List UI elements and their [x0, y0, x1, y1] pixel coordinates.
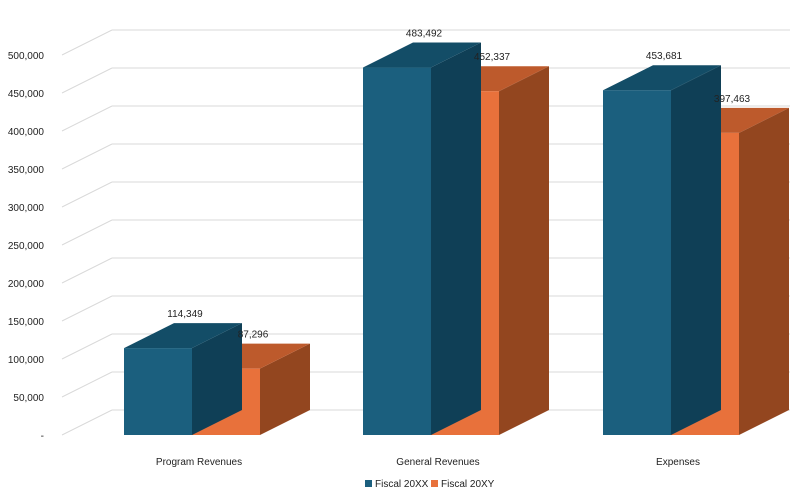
bar	[124, 323, 242, 435]
y-tick-label: 300,000	[8, 203, 45, 214]
y-tick-label: -	[41, 431, 44, 442]
data-label: 453,681	[646, 51, 683, 62]
y-tick-label: 200,000	[8, 279, 45, 290]
legend-swatch	[431, 480, 438, 487]
data-label: 452,337	[474, 52, 511, 63]
legend-swatch	[365, 480, 372, 487]
bars	[124, 42, 789, 436]
y-tick-label: 450,000	[8, 89, 45, 100]
category-label: Program Revenues	[156, 457, 242, 468]
legend: Fiscal 20XX Fiscal 20XY	[365, 479, 495, 490]
legend-item: Fiscal 20XX	[365, 479, 429, 490]
bar	[363, 42, 481, 435]
data-label: 483,492	[406, 29, 443, 40]
y-tick-label: 100,000	[8, 355, 45, 366]
y-axis-ticks: - 50,000 100,000 150,000 200,000 250,000 300,0…	[8, 51, 45, 442]
data-label: 114,349	[167, 309, 203, 320]
y-tick-label: 150,000	[8, 317, 45, 328]
y-tick-label: 400,000	[8, 127, 45, 138]
y-tick-label: 500,000	[8, 51, 45, 62]
category-label: General Revenues	[396, 457, 479, 468]
x-axis-categories: Program Revenues General Revenues Expenses	[156, 457, 700, 468]
data-labels: 114,349 87,296 483,492 452,337 453,681 397,46…	[167, 29, 750, 341]
bar	[603, 65, 721, 435]
data-label: 87,296	[238, 330, 269, 341]
legend-label: Fiscal 20XY	[441, 479, 495, 490]
y-tick-label: 50,000	[13, 393, 44, 404]
y-tick-label: 250,000	[8, 241, 45, 252]
category-label: Expenses	[656, 457, 700, 468]
legend-item: Fiscal 20XY	[431, 479, 495, 490]
y-tick-label: 350,000	[8, 165, 45, 176]
data-label: 397,463	[714, 94, 751, 105]
legend-label: Fiscal 20XX	[375, 479, 429, 490]
gridline	[61, 29, 790, 56]
